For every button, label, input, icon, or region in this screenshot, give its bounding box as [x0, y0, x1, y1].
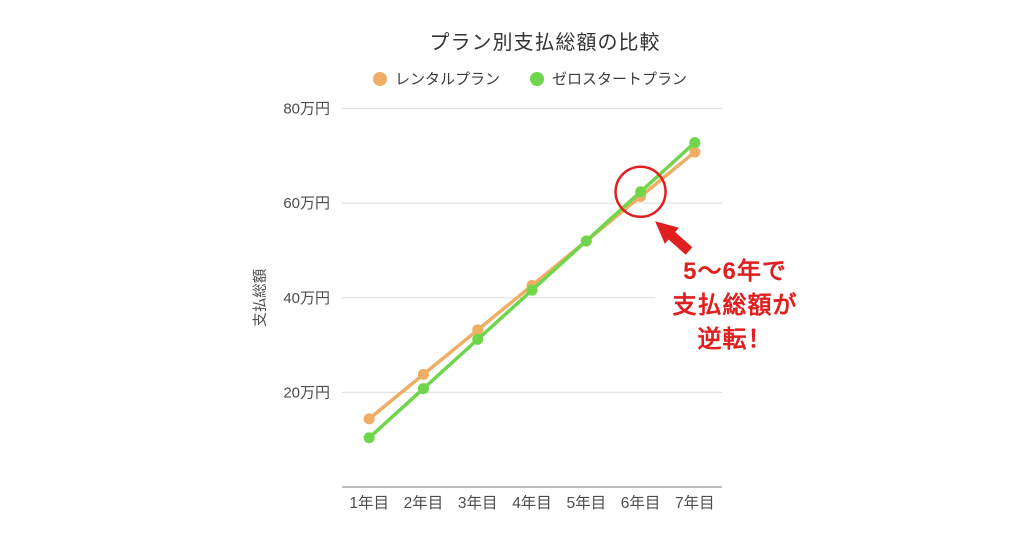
y-tick-label-40: 40万円 [283, 290, 330, 307]
data-point-s0-2年目[interactable] [417, 368, 429, 380]
data-point-s1-2年目[interactable] [417, 383, 429, 395]
chart-legend: レンタルプラン ゼロスタートプラン [230, 68, 830, 89]
legend-marker-rental-plan-icon [372, 71, 387, 86]
chart-title: プラン別支払総額の比較 [429, 32, 661, 54]
x-tick-label-4: 4年目 [512, 494, 552, 512]
legend-label-rental-plan: レンタルプラン [394, 71, 500, 88]
legend-marker-zero-start-plan-icon [530, 71, 544, 86]
x-tick-label-5: 5年目 [566, 494, 606, 512]
y-axis-title: 支払総額 [252, 269, 269, 327]
annotation-line-3: 逆転！ [697, 326, 773, 353]
annotation-line-2: 支払総額が [672, 292, 798, 319]
annotation-line-1: 5〜6年で [683, 258, 787, 285]
data-point-s1-5年目[interactable] [580, 235, 592, 247]
data-point-s1-4年目[interactable] [526, 284, 538, 296]
y-tick-label-20: 20万円 [283, 384, 330, 401]
annotation-callout: 5〜6年で 支払総額が 逆転！ [655, 255, 815, 357]
data-point-s0-7年目[interactable] [689, 146, 701, 158]
x-tick-label-3: 3年目 [458, 494, 498, 512]
data-point-s1-6年目[interactable] [635, 186, 647, 198]
data-point-s1-1年目[interactable] [363, 432, 375, 444]
x-tick-label-6: 6年目 [621, 494, 661, 512]
data-point-s1-3年目[interactable] [472, 333, 484, 345]
y-tick-label-60: 60万円 [283, 195, 330, 212]
data-point-s0-1年目[interactable] [363, 413, 375, 425]
data-point-s0-3年目[interactable] [472, 324, 484, 336]
x-tick-label-7: 7年目 [675, 494, 715, 512]
data-point-s1-7年目[interactable] [689, 137, 701, 149]
legend-item-zero-start-plan[interactable]: ゼロスタートプラン [530, 68, 687, 89]
legend-label-zero-start-plan: ゼロスタートプラン [552, 71, 688, 88]
y-tick-label-80: 80万円 [283, 101, 330, 118]
legend-item-rental-plan[interactable]: レンタルプラン [372, 68, 500, 89]
x-tick-label-2: 2年目 [404, 494, 444, 512]
highlight-circle-annotation [614, 165, 667, 219]
x-tick-label-1: 1年目 [349, 494, 389, 512]
arrow-up-left-icon [655, 221, 693, 255]
